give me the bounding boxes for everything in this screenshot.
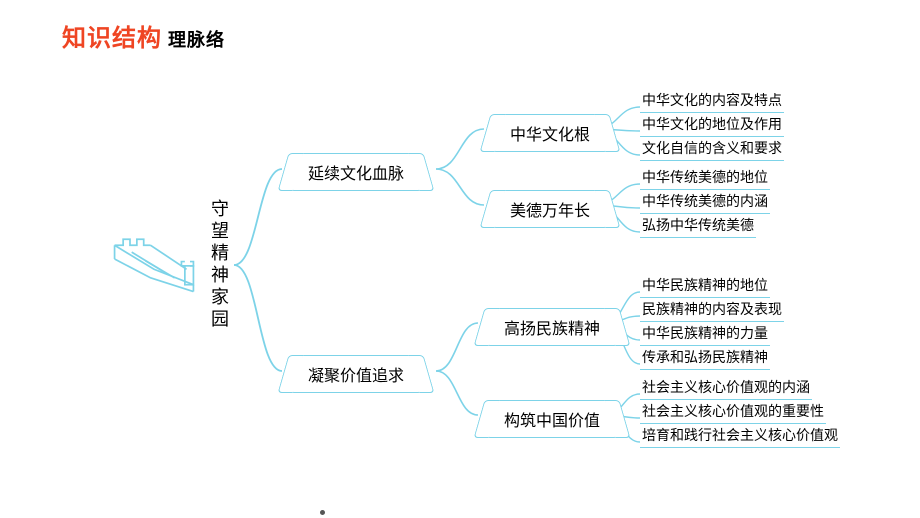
sub-branch-node: 高扬民族精神 — [486, 308, 618, 346]
page-indicator-dot — [320, 510, 325, 515]
leaf-node: 中华民族精神的地位 — [640, 275, 770, 298]
leaf-node: 中华传统美德的内涵 — [640, 191, 770, 214]
leaf-node: 中华文化的内容及特点 — [640, 90, 784, 113]
leaf-node: 中华文化的地位及作用 — [640, 114, 784, 137]
leaf-node: 文化自信的含义和要求 — [640, 138, 784, 161]
leaf-node: 弘扬中华传统美德 — [640, 215, 756, 238]
page-header: 知识结构 理脉络 — [62, 18, 225, 53]
header-title-red: 知识结构 — [62, 18, 162, 53]
leaf-node: 传承和弘扬民族精神 — [640, 347, 770, 370]
sub-branch-node: 构筑中国价值 — [486, 400, 618, 438]
leaf-node: 社会主义核心价值观的内涵 — [640, 377, 812, 400]
leaf-node: 民族精神的内容及表现 — [640, 299, 784, 322]
sub-branch-node: 中华文化根 — [492, 114, 608, 152]
mindmap-diagram: 守望精神家园 延续文化血脉 中华文化根 中华文化的内容及特点中华文化的地位及作用文化… — [110, 80, 900, 500]
leaf-node: 中华传统美德的地位 — [640, 167, 770, 190]
great-wall-icon — [110, 235, 198, 295]
leaf-node: 中华民族精神的力量 — [640, 323, 770, 346]
leaf-node: 社会主义核心价值观的重要性 — [640, 401, 826, 424]
leaf-node: 培育和践行社会主义核心价值观 — [640, 425, 840, 448]
root-node: 守望精神家园 — [210, 198, 232, 330]
header-title-black: 理脉络 — [168, 26, 225, 52]
branch-node: 延续文化血脉 — [290, 153, 422, 191]
sub-branch-node: 美德万年长 — [492, 190, 608, 228]
branch-node: 凝聚价值追求 — [290, 355, 422, 393]
